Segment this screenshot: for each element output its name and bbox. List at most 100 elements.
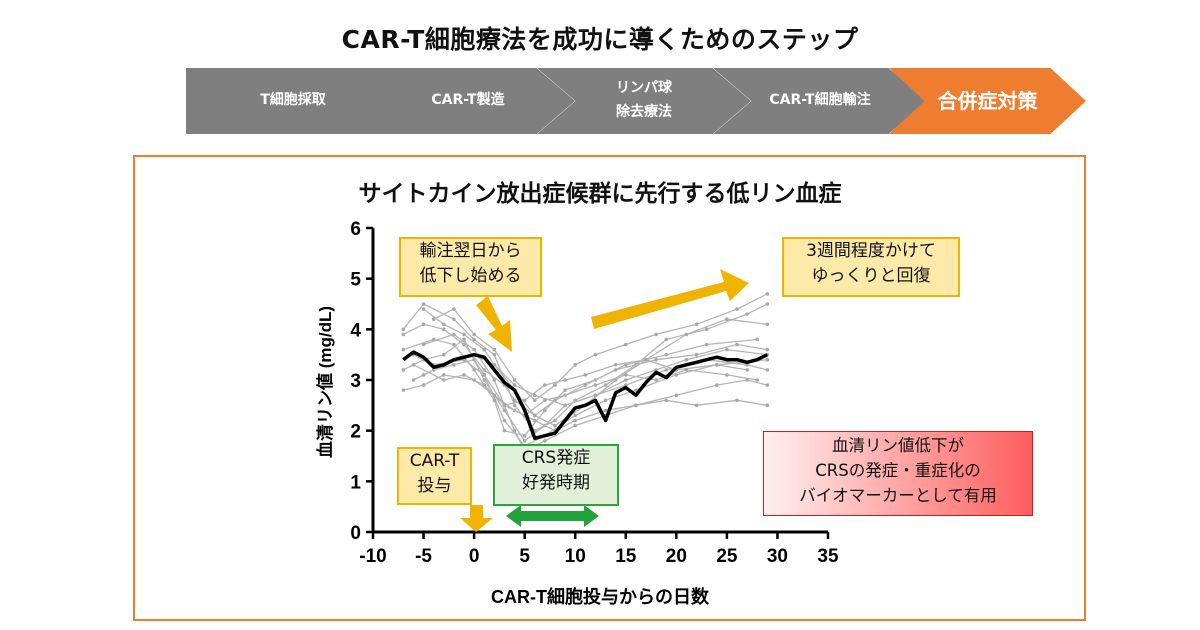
patient-point	[472, 337, 476, 342]
patient-point	[462, 342, 466, 347]
patient-point	[563, 388, 567, 392]
callout-recovery: 3週間程度かけて ゆっくりと回復	[782, 237, 960, 297]
patient-point	[512, 378, 517, 382]
callout-car-t-dose: CAR-T 投与	[397, 447, 472, 505]
x-tick-label: 30	[767, 546, 788, 567]
patient-point	[502, 428, 507, 433]
patient-point	[765, 357, 770, 362]
y-tick-label: 0	[350, 523, 361, 544]
patient-point	[441, 322, 446, 327]
patient-point	[765, 302, 770, 306]
patient-point	[694, 352, 699, 357]
patient-point	[623, 342, 628, 347]
patient-point	[674, 393, 679, 398]
step-label: 合併症対策	[937, 89, 1038, 113]
patient-point	[725, 317, 729, 322]
patient-point	[593, 383, 598, 387]
step-label: CAR-T製造	[431, 92, 505, 109]
patient-point	[613, 363, 618, 367]
patient-lines	[401, 292, 770, 453]
patient-point	[714, 383, 719, 387]
patient-point	[482, 368, 487, 372]
patient-line	[413, 358, 748, 447]
crs-period-arrow	[506, 505, 599, 527]
patient-point	[532, 418, 537, 423]
patient-point	[441, 352, 446, 357]
patient-point	[765, 347, 770, 352]
patient-point	[553, 418, 557, 423]
patient-point	[694, 322, 699, 327]
patient-point	[543, 408, 547, 413]
patient-line	[433, 293, 768, 402]
x-tick-label: 35	[817, 546, 839, 567]
x-tick-label: 10	[565, 546, 586, 567]
patient-point	[441, 378, 446, 382]
patient-point	[452, 307, 456, 311]
patient-point	[502, 418, 507, 423]
patient-point	[735, 307, 739, 311]
patient-point	[664, 337, 669, 342]
patient-point	[512, 428, 517, 433]
patient-point	[472, 368, 476, 372]
patient-point	[512, 403, 517, 408]
patient-point	[502, 408, 507, 413]
x-tick-label: 0	[469, 546, 480, 567]
axes: 0 1 2 3 4 5 6 -10 -5 0 5 10 15 20 25 30 35	[350, 219, 839, 567]
step-t-cell-collection: T細胞採取	[186, 68, 400, 134]
patient-point	[765, 368, 770, 372]
patient-point	[603, 398, 608, 403]
callout-decline: 輸注翌日から 低下し始める	[399, 237, 542, 297]
patient-point	[644, 357, 648, 362]
patient-point	[583, 373, 588, 377]
patient-point	[512, 383, 517, 387]
patient-point	[401, 388, 406, 392]
y-tick-label: 4	[350, 320, 361, 341]
x-tick-label: -5	[415, 546, 432, 567]
y-tick-label: 1	[350, 472, 361, 493]
patient-point	[623, 373, 628, 377]
step-car-t-infusion: CAR-T細胞輸注	[713, 68, 927, 134]
patient-point	[401, 332, 406, 337]
y-tick-label: 2	[350, 422, 361, 443]
patient-point	[593, 352, 598, 357]
patient-point	[532, 393, 537, 398]
patient-point	[765, 322, 770, 327]
patient-point	[401, 327, 406, 332]
step-label: CAR-T細胞輸注	[769, 92, 871, 109]
patient-line	[423, 308, 768, 427]
patient-point	[684, 332, 689, 337]
y-tick-label: 6	[350, 219, 361, 240]
patient-point	[654, 368, 658, 372]
x-tick-label: 25	[716, 546, 738, 567]
patient-point	[522, 433, 527, 438]
patient-point	[452, 363, 456, 367]
patient-point	[421, 383, 426, 387]
patient-point	[512, 398, 517, 403]
patient-point	[462, 373, 466, 377]
patient-point	[441, 327, 446, 332]
figure-panel	[133, 155, 1086, 621]
patient-point	[704, 327, 709, 332]
patient-point	[664, 352, 669, 357]
callout-biomarker: 血清リン値低下が CRSの発症・重症化の バイオマーカーとして有用	[763, 431, 1033, 516]
patient-point	[704, 342, 709, 347]
patient-line	[403, 338, 768, 442]
patient-point	[735, 342, 739, 347]
patient-point	[492, 352, 497, 357]
patient-point	[492, 363, 497, 367]
patient-point	[543, 383, 547, 387]
patient-point	[431, 317, 436, 322]
patient-point	[441, 373, 446, 377]
x-tick-label: 5	[519, 546, 530, 567]
decline-arrow	[476, 296, 512, 352]
patient-point	[421, 373, 426, 377]
page-title: CAR-T細胞療法を成功に導くためのステップ	[341, 25, 859, 54]
patient-point	[472, 347, 476, 352]
patient-point	[482, 383, 487, 387]
patient-point	[765, 403, 770, 408]
patient-point	[543, 439, 547, 443]
patient-point	[735, 398, 739, 403]
patient-point	[482, 373, 487, 377]
patient-point	[482, 378, 487, 382]
